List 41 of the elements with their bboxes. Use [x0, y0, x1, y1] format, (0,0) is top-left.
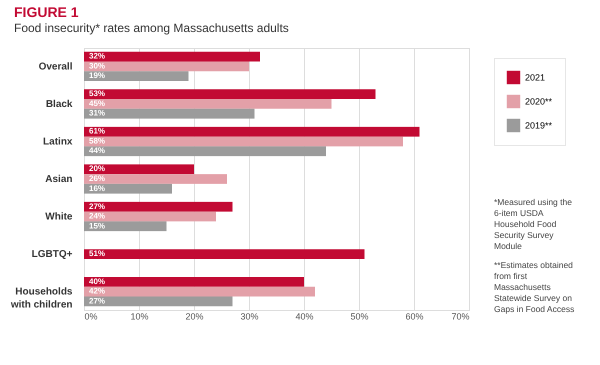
text: **Estimates obtained from first Massachusetts Statewide Survey on Gaps in Food Access — [494, 260, 574, 314]
legend-label: 2021 — [525, 72, 546, 82]
y-tick-label: Asian — [45, 174, 72, 185]
y-tick-label: Overall — [38, 61, 73, 72]
legend-label: 2019** — [525, 120, 553, 130]
x-tick-label: 0% — [84, 312, 98, 322]
x-tick-label: 70% — [451, 312, 470, 322]
data-label: 26% — [89, 174, 106, 183]
x-tick-label: 10% — [130, 312, 149, 322]
data-label: 20% — [89, 164, 106, 174]
text: *Measured using the 6-item USDA Household Food Security Survey Module — [494, 197, 572, 251]
x-tick-label: 40% — [295, 312, 314, 322]
y-tick-label: White — [45, 212, 73, 223]
legend-label: 2020** — [525, 96, 553, 106]
data-label: 31% — [89, 108, 106, 118]
data-label: 27% — [89, 202, 106, 211]
data-label: 27% — [89, 296, 106, 306]
y-tick-label: LGBTQ+ — [32, 249, 73, 260]
y-tick-label: Latinx — [43, 136, 73, 148]
y-tick-label: Households with children — [10, 286, 73, 311]
data-label: 44% — [89, 146, 106, 156]
data-label: 53% — [89, 89, 106, 98]
y-tick-label: Black — [46, 98, 73, 110]
data-label: 19% — [89, 71, 106, 80]
data-label: 51% — [89, 249, 106, 258]
data-label: 16% — [89, 184, 106, 193]
x-tick-label: 50% — [350, 312, 369, 322]
data-label: 45% — [89, 98, 106, 108]
x-tick-label: 60% — [405, 312, 424, 322]
data-label: 24% — [89, 212, 106, 221]
data-label: 32% — [89, 52, 106, 61]
data-label: 42% — [89, 286, 106, 296]
x-tick-label: 30% — [240, 312, 259, 322]
x-tick-label: 20% — [185, 312, 204, 322]
data-label: 30% — [89, 61, 106, 70]
data-label: 58% — [89, 136, 106, 146]
data-label: 15% — [89, 221, 106, 230]
data-label: 61% — [89, 126, 106, 136]
chart-subtitle: Food insecurity* rates among Massachusetts adults — [14, 21, 289, 35]
data-label: 40% — [89, 276, 106, 286]
chart-title: FIGURE 1 — [14, 4, 79, 20]
